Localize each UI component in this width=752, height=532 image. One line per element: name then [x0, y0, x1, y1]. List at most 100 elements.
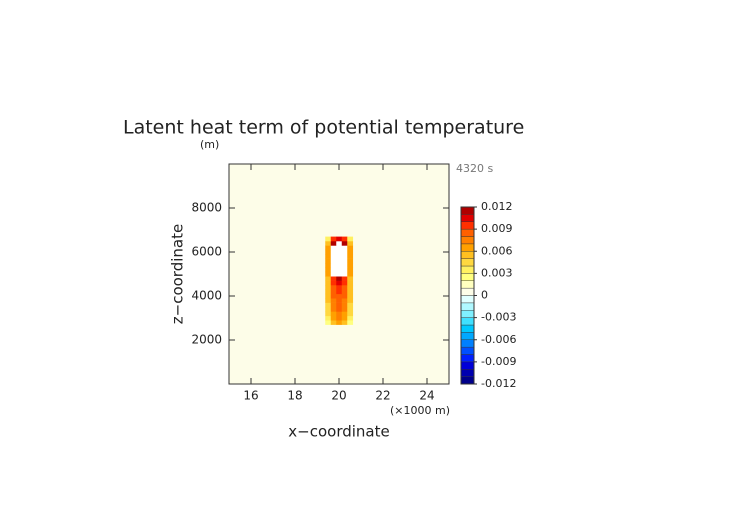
heat-cell [325, 267, 332, 273]
heat-cell [330, 263, 337, 268]
heat-cell [330, 254, 337, 259]
heat-cell [341, 236, 348, 242]
colorbar-band [460, 354, 475, 363]
heat-cell [341, 315, 348, 321]
heat-cell [341, 245, 348, 251]
heat-cell [325, 245, 332, 251]
heat-cell [325, 307, 332, 312]
heat-cell [336, 289, 343, 295]
colorbar-band [460, 324, 475, 333]
heat-cell [325, 285, 332, 290]
colorbar-band [460, 317, 475, 326]
heat-cell [336, 315, 343, 321]
x-tick-label: 24 [419, 389, 434, 403]
heat-cell [325, 298, 332, 303]
heat-cell [330, 289, 337, 295]
heat-cell [347, 236, 354, 242]
y-axis-label: z−coordinate [169, 224, 187, 324]
heat-cell [325, 258, 332, 264]
heat-cell [330, 302, 337, 308]
heat-cell [330, 315, 337, 321]
heat-cell [341, 271, 348, 277]
heat-cell [330, 307, 337, 312]
colorbar-band [460, 265, 475, 274]
heat-cell [325, 315, 332, 321]
heat-cell [330, 258, 337, 264]
heat-cell [347, 298, 354, 303]
heat-cell [341, 276, 348, 281]
colorbar-tick-label: -0.012 [481, 377, 516, 390]
heat-cell [341, 298, 348, 303]
heat-cell [347, 311, 354, 317]
colorbar-tick-label: 0.003 [481, 266, 513, 279]
heat-cell [347, 254, 354, 259]
colorbar-band [460, 280, 475, 289]
heat-cell [325, 311, 332, 317]
colorbar-tick-label: 0 [481, 289, 488, 302]
heat-cell [336, 285, 343, 290]
x-tick-label: 18 [287, 389, 302, 403]
x-tick-label: 22 [375, 389, 390, 403]
heat-cell [330, 276, 337, 281]
heat-cell [341, 263, 348, 268]
heat-cell [341, 311, 348, 317]
heat-cell [341, 289, 348, 295]
colorbar-band [460, 295, 475, 304]
heat-cell [336, 311, 343, 317]
colorbar-band [460, 258, 475, 267]
heat-cell [336, 271, 343, 277]
colorbar-tick-label: -0.009 [481, 355, 516, 368]
heat-cell [325, 276, 332, 281]
heat-cell [347, 249, 354, 255]
colorbar-band [460, 361, 475, 370]
colorbar-band [460, 214, 475, 222]
heat-cell [336, 254, 343, 259]
colorbar-band [460, 243, 475, 252]
colorbar-tick-label: -0.003 [481, 311, 516, 324]
colorbar-band [460, 228, 475, 237]
heat-cell [330, 285, 337, 290]
heat-cell [325, 236, 332, 242]
heat-cell [330, 267, 337, 273]
heat-cell [336, 276, 343, 281]
heat-cell [330, 320, 337, 325]
colorbar-band [460, 376, 475, 385]
y-unit: (m) [200, 138, 219, 151]
heat-cell [336, 241, 343, 246]
y-tick-label: 2000 [191, 333, 222, 347]
heat-cell [341, 249, 348, 255]
colorbar-tick-label: 0.009 [481, 222, 513, 235]
heat-cell [336, 258, 343, 264]
colorbar-band [460, 251, 475, 259]
colorbar-band [460, 221, 475, 230]
colorbar-band [460, 206, 475, 215]
heat-cell [336, 280, 343, 286]
colorbar-tick-label: -0.006 [481, 333, 516, 346]
heat-cell [336, 263, 343, 268]
x-tick-label: 16 [243, 389, 258, 403]
heat-cell [325, 320, 332, 325]
heat-cell [336, 302, 343, 308]
heat-cell [325, 289, 332, 295]
x-unit: (×1000 m) [390, 404, 450, 417]
heat-cell [341, 267, 348, 273]
heat-cell [347, 293, 354, 299]
time-label: 4320 s [456, 162, 493, 175]
heat-cell [336, 245, 343, 251]
heat-cell [341, 320, 348, 325]
heat-cell [341, 307, 348, 312]
x-tick-label: 20 [331, 389, 346, 403]
x-axis-label: x−coordinate [288, 423, 389, 441]
heat-cell [341, 254, 348, 259]
heat-cell [347, 280, 354, 286]
heat-cell [347, 276, 354, 281]
heat-cell [347, 267, 354, 273]
heat-cell [347, 315, 354, 321]
heat-cell [325, 293, 332, 299]
heat-cell [325, 263, 332, 268]
heat-cell [330, 236, 337, 242]
heat-cell [330, 249, 337, 255]
heat-cell [347, 307, 354, 312]
heat-cell [325, 271, 332, 277]
y-tick-label: 6000 [191, 245, 222, 259]
